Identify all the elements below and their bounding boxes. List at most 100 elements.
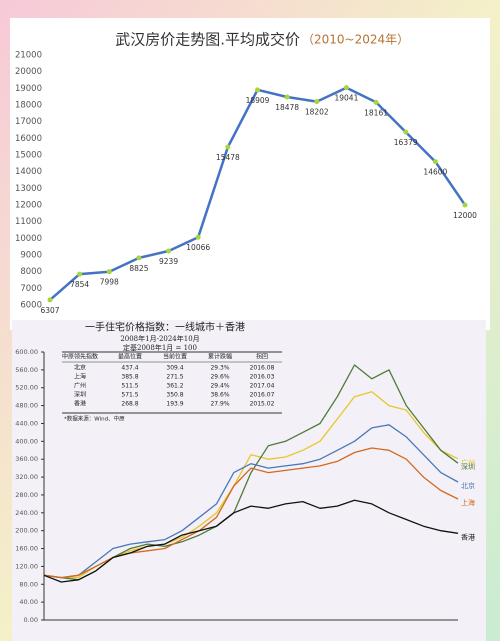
data-label: 9239 <box>159 257 178 266</box>
y-tick-label: 6000 <box>20 301 42 311</box>
series-label: 深圳 <box>461 462 475 471</box>
y-tick-label: 19000 <box>15 84 42 94</box>
chart-subtitle: （2010~2024年） <box>302 33 409 47</box>
data-label: 8825 <box>129 264 148 273</box>
y-tick-label: 14000 <box>15 167 42 177</box>
top-panel <box>10 18 490 330</box>
table-cell: 2016.07 <box>250 392 275 399</box>
y-tick-label: 13000 <box>15 184 42 194</box>
table-cell: 广州 <box>74 382 86 390</box>
data-label: 7998 <box>100 278 119 287</box>
y-tick-label: 440.00 <box>15 419 38 427</box>
table-header: 拐回 <box>256 353 268 361</box>
data-label: 14600 <box>423 168 447 177</box>
table-cell: 511.5 <box>121 383 138 390</box>
marker <box>343 85 349 91</box>
marker <box>462 202 468 208</box>
y-tick-label: 360.00 <box>15 455 38 463</box>
y-tick-label: 11000 <box>15 217 42 227</box>
y-tick-label: 160.00 <box>15 545 38 553</box>
data-label: 6307 <box>40 306 59 315</box>
table-cell: 2015.02 <box>250 401 275 408</box>
y-tick-label: 9000 <box>20 251 42 261</box>
table-cell: 350.8 <box>166 392 183 399</box>
table-cell: 2016.08 <box>250 365 275 372</box>
table-header: 当前位置 <box>163 353 187 361</box>
y-tick-label: 10000 <box>15 234 42 244</box>
table-note: *数据来源：Wind、中原 <box>64 415 125 423</box>
y-tick-label: 0.00 <box>24 616 38 624</box>
y-tick-label: 18000 <box>15 101 42 111</box>
y-tick-label: 200.00 <box>15 527 38 535</box>
table-cell: 深圳 <box>74 391 86 399</box>
y-tick-label: 8000 <box>20 267 42 277</box>
table-header: 中原领先指数 <box>62 353 98 361</box>
table-cell: 香港 <box>74 400 86 408</box>
y-tick-label: 400.00 <box>15 437 38 445</box>
y-tick-label: 520.00 <box>15 384 38 392</box>
y-tick-label: 480.00 <box>15 402 38 410</box>
table-header: 最高位置 <box>118 353 142 361</box>
y-tick-label: 40.00 <box>19 598 38 606</box>
data-label: 16379 <box>394 138 418 147</box>
table-cell: 193.9 <box>166 401 183 408</box>
chart-subtitle: 2008年1月-2024年10月 <box>120 334 199 343</box>
y-tick-label: 560.00 <box>15 366 38 374</box>
table-cell: 2017.04 <box>250 383 275 390</box>
marker <box>225 144 231 150</box>
data-label: 7854 <box>70 280 89 289</box>
series-label: 香港 <box>461 532 475 541</box>
series-label: 北京 <box>461 481 475 490</box>
marker <box>195 234 201 240</box>
y-tick-label: 120.00 <box>15 562 38 570</box>
marker <box>136 255 142 261</box>
y-tick-label: 21000 <box>15 51 42 61</box>
line <box>43 424 459 579</box>
marker <box>284 94 290 100</box>
y-tick-label: 600.00 <box>15 348 38 356</box>
line <box>43 499 459 583</box>
table-cell: 309.4 <box>166 365 183 372</box>
marker <box>166 248 172 254</box>
chart-title: 武汉房价走势图.平均成交价 <box>115 31 300 49</box>
y-tick-label: 20000 <box>15 67 42 77</box>
data-label: 18161 <box>364 108 388 117</box>
y-tick-label: 7000 <box>20 284 42 294</box>
series-label: 上海 <box>461 498 475 507</box>
data-label: 18909 <box>246 96 270 105</box>
table-cell: 437.4 <box>121 365 138 372</box>
table-cell: 571.5 <box>121 392 138 399</box>
table-cell: 268.8 <box>121 401 138 408</box>
table-cell: 361.2 <box>166 383 183 390</box>
table-cell: 271.5 <box>166 374 183 381</box>
y-tick-label: 80.00 <box>19 580 38 588</box>
data-label: 18202 <box>305 108 329 117</box>
table-cell: 北京 <box>74 364 86 372</box>
marker <box>373 99 379 105</box>
data-label: 19041 <box>334 94 358 103</box>
table-cell: 29.3% <box>210 365 229 372</box>
table-cell: 29.6% <box>210 374 229 381</box>
table-cell: 2016.03 <box>250 374 275 381</box>
data-label: 15478 <box>216 153 240 162</box>
y-tick-label: 17000 <box>15 117 42 127</box>
series-label: 广州 <box>461 458 475 467</box>
table-cell: 385.8 <box>121 374 138 381</box>
data-label: 10066 <box>186 243 210 252</box>
marker <box>403 129 409 135</box>
y-tick-label: 12000 <box>15 201 42 211</box>
y-tick-label: 280.00 <box>15 491 38 499</box>
marker <box>255 87 260 93</box>
marker <box>77 271 83 277</box>
table-cell: 29.4% <box>210 383 229 390</box>
table-header: 累计跌幅 <box>208 353 232 361</box>
bottom-panel <box>12 320 486 641</box>
data-label: 18478 <box>275 103 299 112</box>
data-label: 12000 <box>453 211 477 220</box>
marker <box>314 99 320 105</box>
marker <box>47 297 53 303</box>
table-cell: 27.9% <box>210 401 229 408</box>
y-tick-label: 16000 <box>15 134 42 144</box>
y-tick-label: 15000 <box>15 151 42 161</box>
